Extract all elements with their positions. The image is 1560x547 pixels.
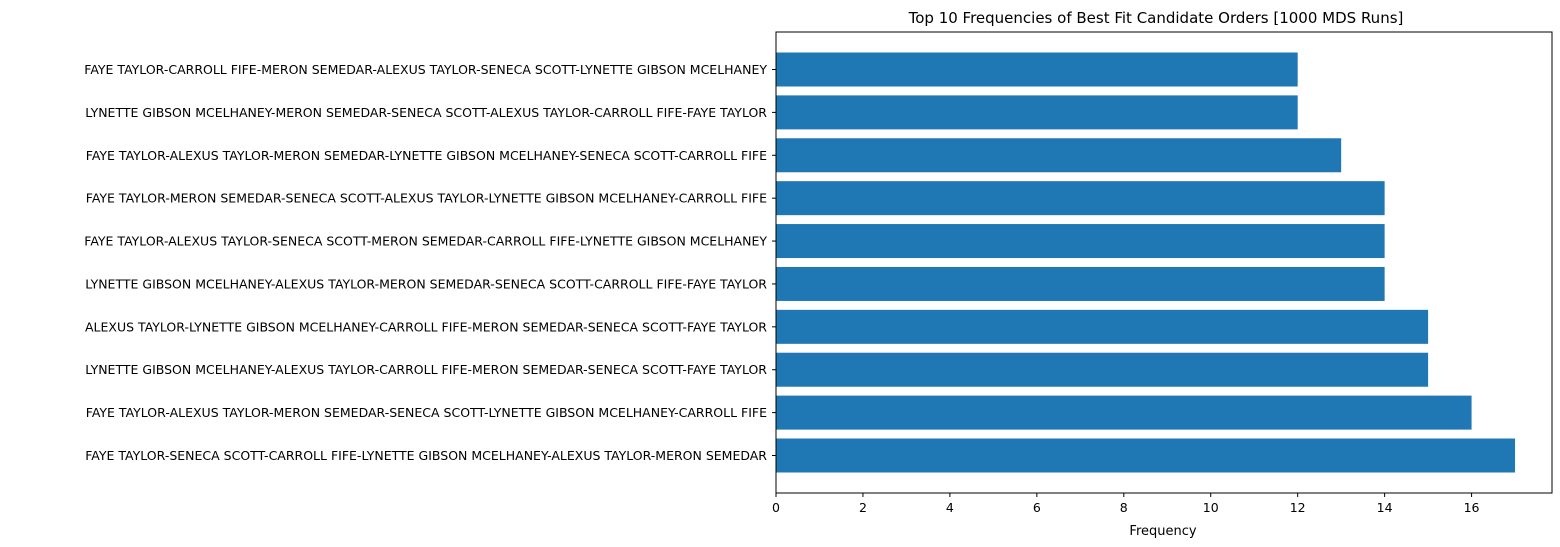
y-tick-label: ALEXUS TAYLOR-LYNETTE GIBSON MCELHANEY-C… (85, 319, 767, 334)
y-tick-label: FAYE TAYLOR-ALEXUS TAYLOR-SENECA SCOTT-M… (84, 234, 767, 249)
x-tick-label: 12 (1290, 500, 1306, 515)
x-tick-label: 16 (1464, 500, 1480, 515)
bar (776, 224, 1385, 259)
y-tick-label: FAYE TAYLOR-ALEXUS TAYLOR-MERON SEMEDAR-… (86, 148, 767, 163)
chart-title: Top 10 Frequencies of Best Fit Candidate… (908, 9, 1404, 27)
bar (776, 266, 1385, 301)
plot-frame (775, 31, 1553, 494)
y-tick-label: LYNETTE GIBSON MCELHANEY-MERON SEMEDAR-S… (85, 105, 767, 120)
bar (776, 52, 1298, 87)
x-tick-label: 8 (1120, 500, 1128, 515)
x-tick-label: 2 (859, 500, 867, 515)
x-tick-label: 6 (1033, 500, 1041, 515)
bar (776, 395, 1472, 430)
x-tick-label: 0 (772, 500, 780, 515)
y-tick-label: FAYE TAYLOR-ALEXUS TAYLOR-MERON SEMEDAR-… (86, 405, 767, 420)
bar (776, 181, 1385, 216)
y-axis: FAYE TAYLOR-SENECA SCOTT-CARROLL FIFE-LY… (84, 62, 776, 463)
y-tick-label: LYNETTE GIBSON MCELHANEY-ALEXUS TAYLOR-M… (85, 276, 767, 291)
bars-group (776, 52, 1516, 473)
bar (776, 309, 1429, 344)
x-axis: 0 2 4 6 8 10 12 14 16 (772, 493, 1480, 515)
y-tick-label: FAYE TAYLOR-MERON SEMEDAR-SENECA SCOTT-A… (86, 191, 767, 206)
y-tick-label: FAYE TAYLOR-CARROLL FIFE-MERON SEMEDAR-A… (84, 62, 767, 77)
x-tick-label: 10 (1203, 500, 1219, 515)
x-axis-label: Frequency (1129, 524, 1196, 539)
bar (776, 352, 1429, 387)
bar (776, 138, 1342, 173)
x-tick-label: 4 (946, 500, 954, 515)
bar (776, 438, 1516, 473)
x-tick-label: 14 (1377, 500, 1393, 515)
bar (776, 95, 1298, 130)
y-tick-label: LYNETTE GIBSON MCELHANEY-ALEXUS TAYLOR-C… (85, 362, 767, 377)
y-tick-label: FAYE TAYLOR-SENECA SCOTT-CARROLL FIFE-LY… (85, 448, 767, 463)
